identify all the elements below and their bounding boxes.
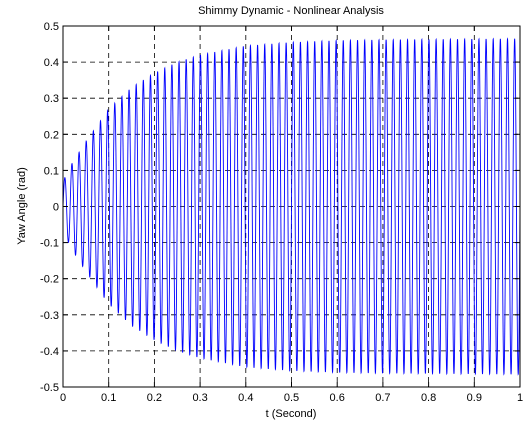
series-line: [62, 37, 521, 376]
x-tick-label: 0.2: [147, 392, 162, 404]
x-tick-labels: 0 0.1 0.2 0.3 0.4 0.5 0.6 0.7 0.8 0.9 1: [60, 392, 523, 404]
x-tick-label: 0.9: [467, 392, 482, 404]
series-layer: [62, 37, 521, 376]
x-tick-label: 0.3: [192, 392, 207, 404]
y-tick-label: -0.1: [40, 238, 59, 250]
x-tick-label: 0.1: [101, 392, 116, 404]
y-tick-label: 0.2: [44, 129, 59, 141]
x-tick-label: 0.7: [375, 392, 390, 404]
y-tick-label: 0: [53, 202, 59, 214]
y-tick-labels: -0.5 -0.4 -0.3 -0.2 -0.1 0 0.1 0.2 0.3 0.4 0.5: [40, 21, 59, 394]
x-tick-label: 0.6: [330, 392, 345, 404]
y-tick-label: -0.5: [40, 382, 59, 394]
y-tick-label: 0.1: [44, 165, 59, 177]
x-tick-label: 0.5: [284, 392, 299, 404]
x-axis-label: t (Second): [266, 408, 317, 420]
x-tick-label: 0: [60, 392, 66, 404]
x-tick-label: 0.4: [238, 392, 253, 404]
chart-title: Shimmy Dynamic - Nonlinear Analysis: [198, 5, 384, 17]
y-tick-label: 0.5: [44, 21, 59, 33]
y-tick-label: -0.2: [40, 274, 59, 286]
y-tick-label: 0.3: [44, 93, 59, 105]
y-axis-label: Yaw Angle (rad): [16, 167, 28, 244]
y-tick-label: -0.3: [40, 310, 59, 322]
x-tick-label: 0.8: [421, 392, 436, 404]
y-tick-label: -0.4: [40, 346, 59, 358]
y-tick-label: 0.4: [44, 57, 59, 69]
x-tick-label: 1: [517, 392, 523, 404]
axis-ticks: [62, 25, 521, 388]
